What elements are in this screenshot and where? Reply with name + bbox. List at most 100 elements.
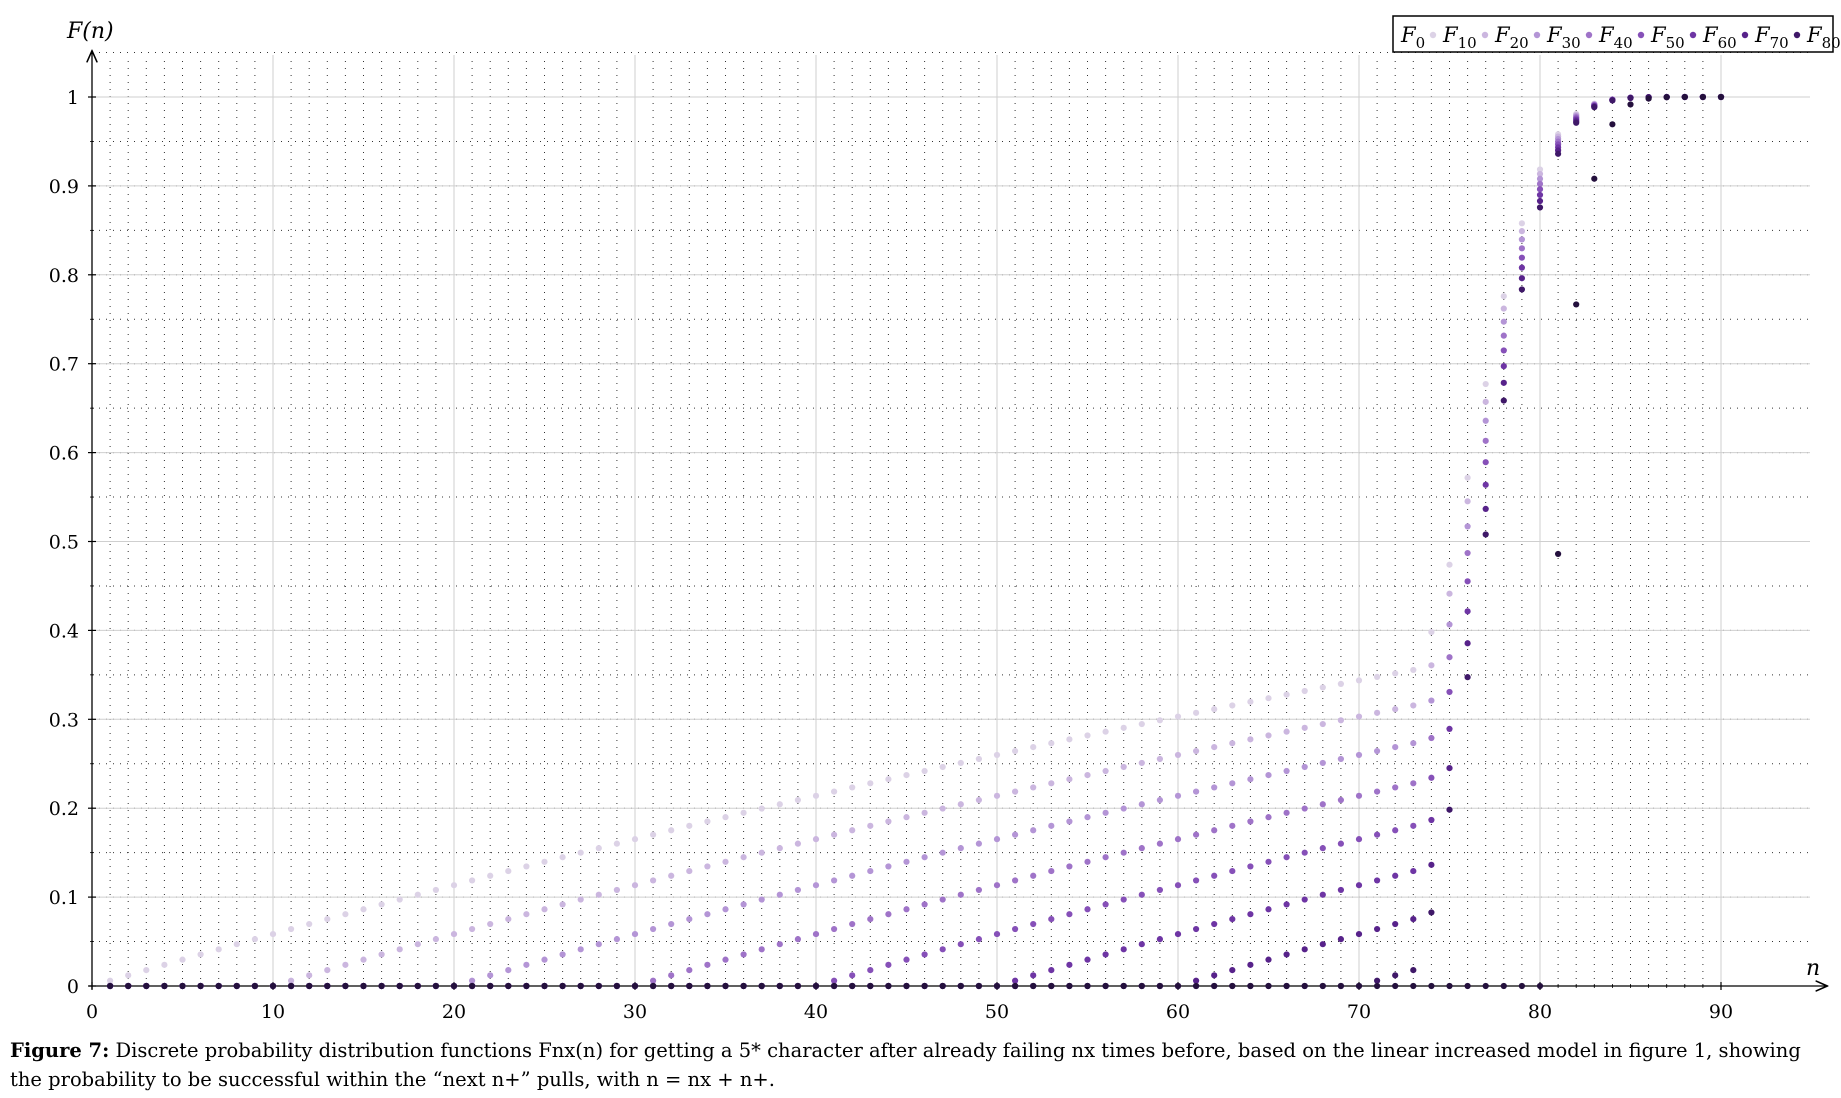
- data-point: [1446, 806, 1453, 813]
- data-point: [903, 982, 910, 990]
- data-point: [1211, 972, 1218, 979]
- data-point: [1464, 578, 1471, 585]
- data-point: [1229, 966, 1236, 974]
- x-tick-label: 20: [442, 1001, 466, 1023]
- data-point: [1500, 318, 1507, 325]
- data-point: [1446, 621, 1453, 628]
- data-point: [125, 972, 132, 979]
- data-point: [1102, 809, 1109, 816]
- data-point: [414, 891, 421, 898]
- legend-entry: F30: [1546, 23, 1593, 52]
- data-point: [1247, 776, 1254, 783]
- data-point: [107, 977, 114, 984]
- caption-text: Discrete probability distribution functi…: [10, 1039, 1801, 1091]
- data-point: [1283, 982, 1290, 990]
- data-point: [324, 966, 331, 974]
- data-point: [957, 845, 964, 852]
- data-point: [233, 982, 240, 990]
- data-point: [1392, 920, 1399, 928]
- data-point: [1120, 896, 1127, 903]
- data-point: [650, 925, 657, 933]
- data-point: [1681, 93, 1688, 101]
- figure-label: Figure 7:: [10, 1039, 110, 1062]
- data-point: [1428, 861, 1435, 868]
- data-point: [1030, 982, 1037, 990]
- data-point: [1337, 680, 1344, 688]
- data-point: [1283, 728, 1290, 735]
- data-point: [179, 956, 186, 963]
- data-point: [1030, 827, 1037, 834]
- data-point: [1301, 724, 1308, 731]
- data-point: [577, 896, 584, 903]
- data-point: [776, 982, 783, 990]
- legend-entry: F10: [1442, 23, 1489, 52]
- data-point: [1464, 549, 1471, 557]
- data-point: [1464, 982, 1471, 990]
- data-point: [939, 849, 946, 856]
- data-point: [993, 751, 1001, 759]
- data-point: [1066, 863, 1073, 870]
- y-tick-label: 0.7: [49, 354, 79, 376]
- chart: 0 10 20 30 40 50 60 70 80 90 00.10.20.30.40.50.60…: [49, 15, 1841, 1023]
- data-point: [1283, 809, 1290, 816]
- data-point: [1337, 755, 1344, 763]
- data-point: [432, 886, 439, 894]
- data-point: [867, 916, 874, 923]
- data-point: [1428, 774, 1435, 781]
- data-point: [1482, 505, 1489, 512]
- data-point: [1066, 818, 1073, 825]
- data-point: [1301, 687, 1308, 695]
- data-point: [1627, 101, 1634, 108]
- data-point: [306, 972, 313, 979]
- data-point: [722, 814, 729, 821]
- data-point: [1319, 684, 1326, 691]
- data-point: [1609, 121, 1616, 128]
- data-point: [505, 966, 512, 974]
- data-point: [324, 982, 331, 990]
- data-point: [1374, 982, 1381, 990]
- data-point: [1120, 763, 1127, 771]
- y-tick-label: 0: [67, 976, 79, 998]
- data-point: [306, 982, 313, 990]
- data-point: [794, 796, 802, 804]
- data-point: [758, 946, 765, 953]
- series-F0: [107, 93, 1725, 984]
- data-point: [1591, 175, 1598, 182]
- data-point: [360, 906, 367, 913]
- data-point: [849, 784, 856, 791]
- data-point: [1518, 228, 1525, 235]
- data-point: [1084, 906, 1091, 913]
- legend-marker: [1533, 31, 1541, 39]
- data-point: [740, 901, 747, 908]
- data-point: [1482, 380, 1489, 388]
- data-point: [1482, 982, 1489, 990]
- data-point: [1374, 788, 1381, 795]
- data-point: [1120, 724, 1127, 731]
- data-point: [1319, 845, 1326, 852]
- data-point: [1102, 901, 1109, 908]
- data-point: [179, 982, 186, 990]
- data-point: [722, 858, 729, 865]
- data-point: [1012, 977, 1019, 984]
- data-point: [1482, 531, 1489, 538]
- data-point: [1138, 759, 1145, 767]
- data-point: [1717, 93, 1725, 101]
- x-tick-label: 30: [623, 1001, 647, 1023]
- data-point: [1211, 744, 1218, 751]
- data-point: [1591, 104, 1598, 111]
- data-point: [414, 941, 421, 948]
- data-point: [1084, 814, 1091, 821]
- data-point: [613, 982, 621, 990]
- data-point: [1500, 379, 1507, 386]
- y-tick-label: 0.9: [49, 176, 79, 198]
- data-point: [1229, 867, 1236, 875]
- data-point: [1229, 822, 1236, 829]
- data-point: [1392, 670, 1399, 677]
- data-point: [1355, 882, 1363, 889]
- data-point: [1229, 916, 1236, 923]
- data-point: [1265, 771, 1272, 779]
- legend-entry: F20: [1494, 23, 1541, 52]
- data-point: [595, 845, 602, 852]
- data-point: [794, 840, 802, 847]
- data-point: [631, 836, 639, 843]
